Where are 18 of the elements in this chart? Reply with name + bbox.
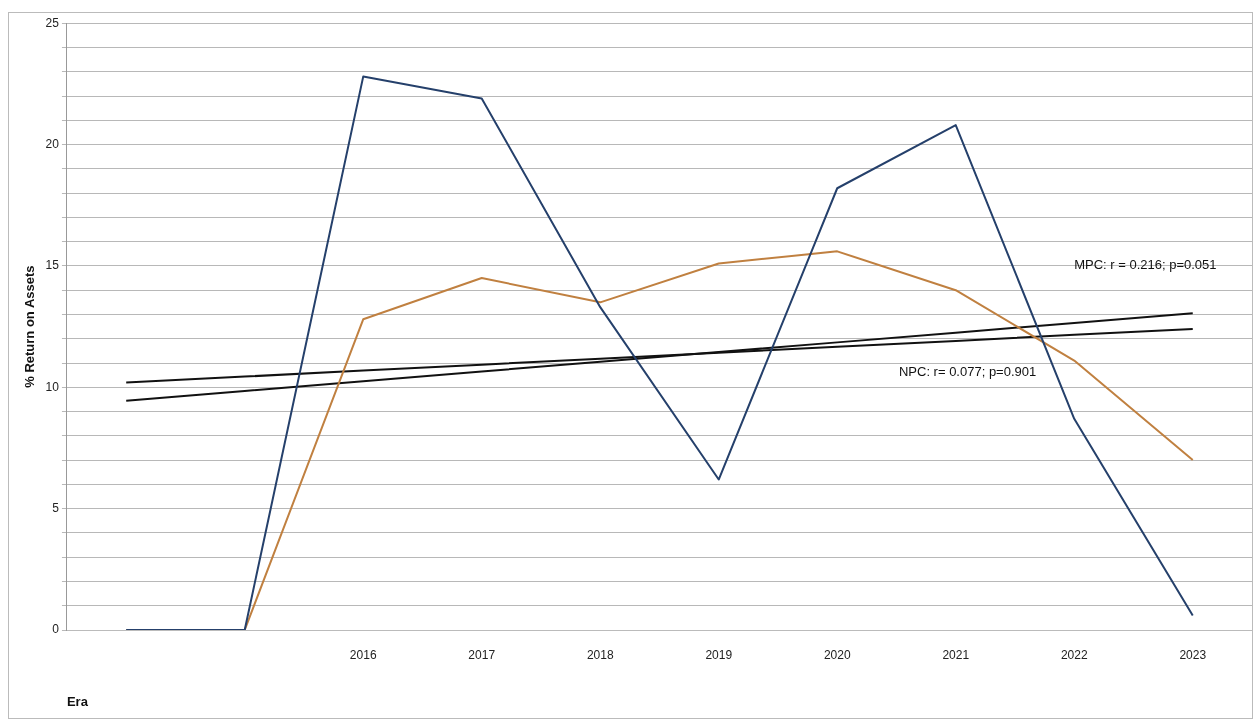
y-axis-title: % Return on Assets — [22, 265, 38, 388]
x-tick-label: 2021 — [942, 647, 970, 662]
y-tick-label: 15 — [45, 258, 60, 273]
x-tick-label: 2023 — [1179, 647, 1207, 662]
x-axis-title: Era — [66, 693, 89, 709]
y-tick-label: 10 — [45, 379, 60, 394]
x-tick-label: 2018 — [586, 647, 614, 662]
x-tick-label: 2020 — [823, 647, 851, 662]
y-tick-label: 0 — [52, 622, 60, 637]
x-tick-label: 2022 — [1060, 647, 1088, 662]
y-tick-label: 25 — [45, 15, 60, 30]
y-tick-label: 5 — [52, 500, 60, 515]
x-tick-label: 2017 — [468, 647, 496, 662]
x-tick-label: 2019 — [705, 647, 733, 662]
x-tick-label: 2016 — [349, 647, 377, 662]
annotation: MPC: r = 0.216; p=0.051 — [1074, 257, 1217, 273]
annotation: NPC: r= 0.077; p=0.901 — [898, 363, 1037, 379]
y-tick-label: 20 — [45, 136, 60, 151]
